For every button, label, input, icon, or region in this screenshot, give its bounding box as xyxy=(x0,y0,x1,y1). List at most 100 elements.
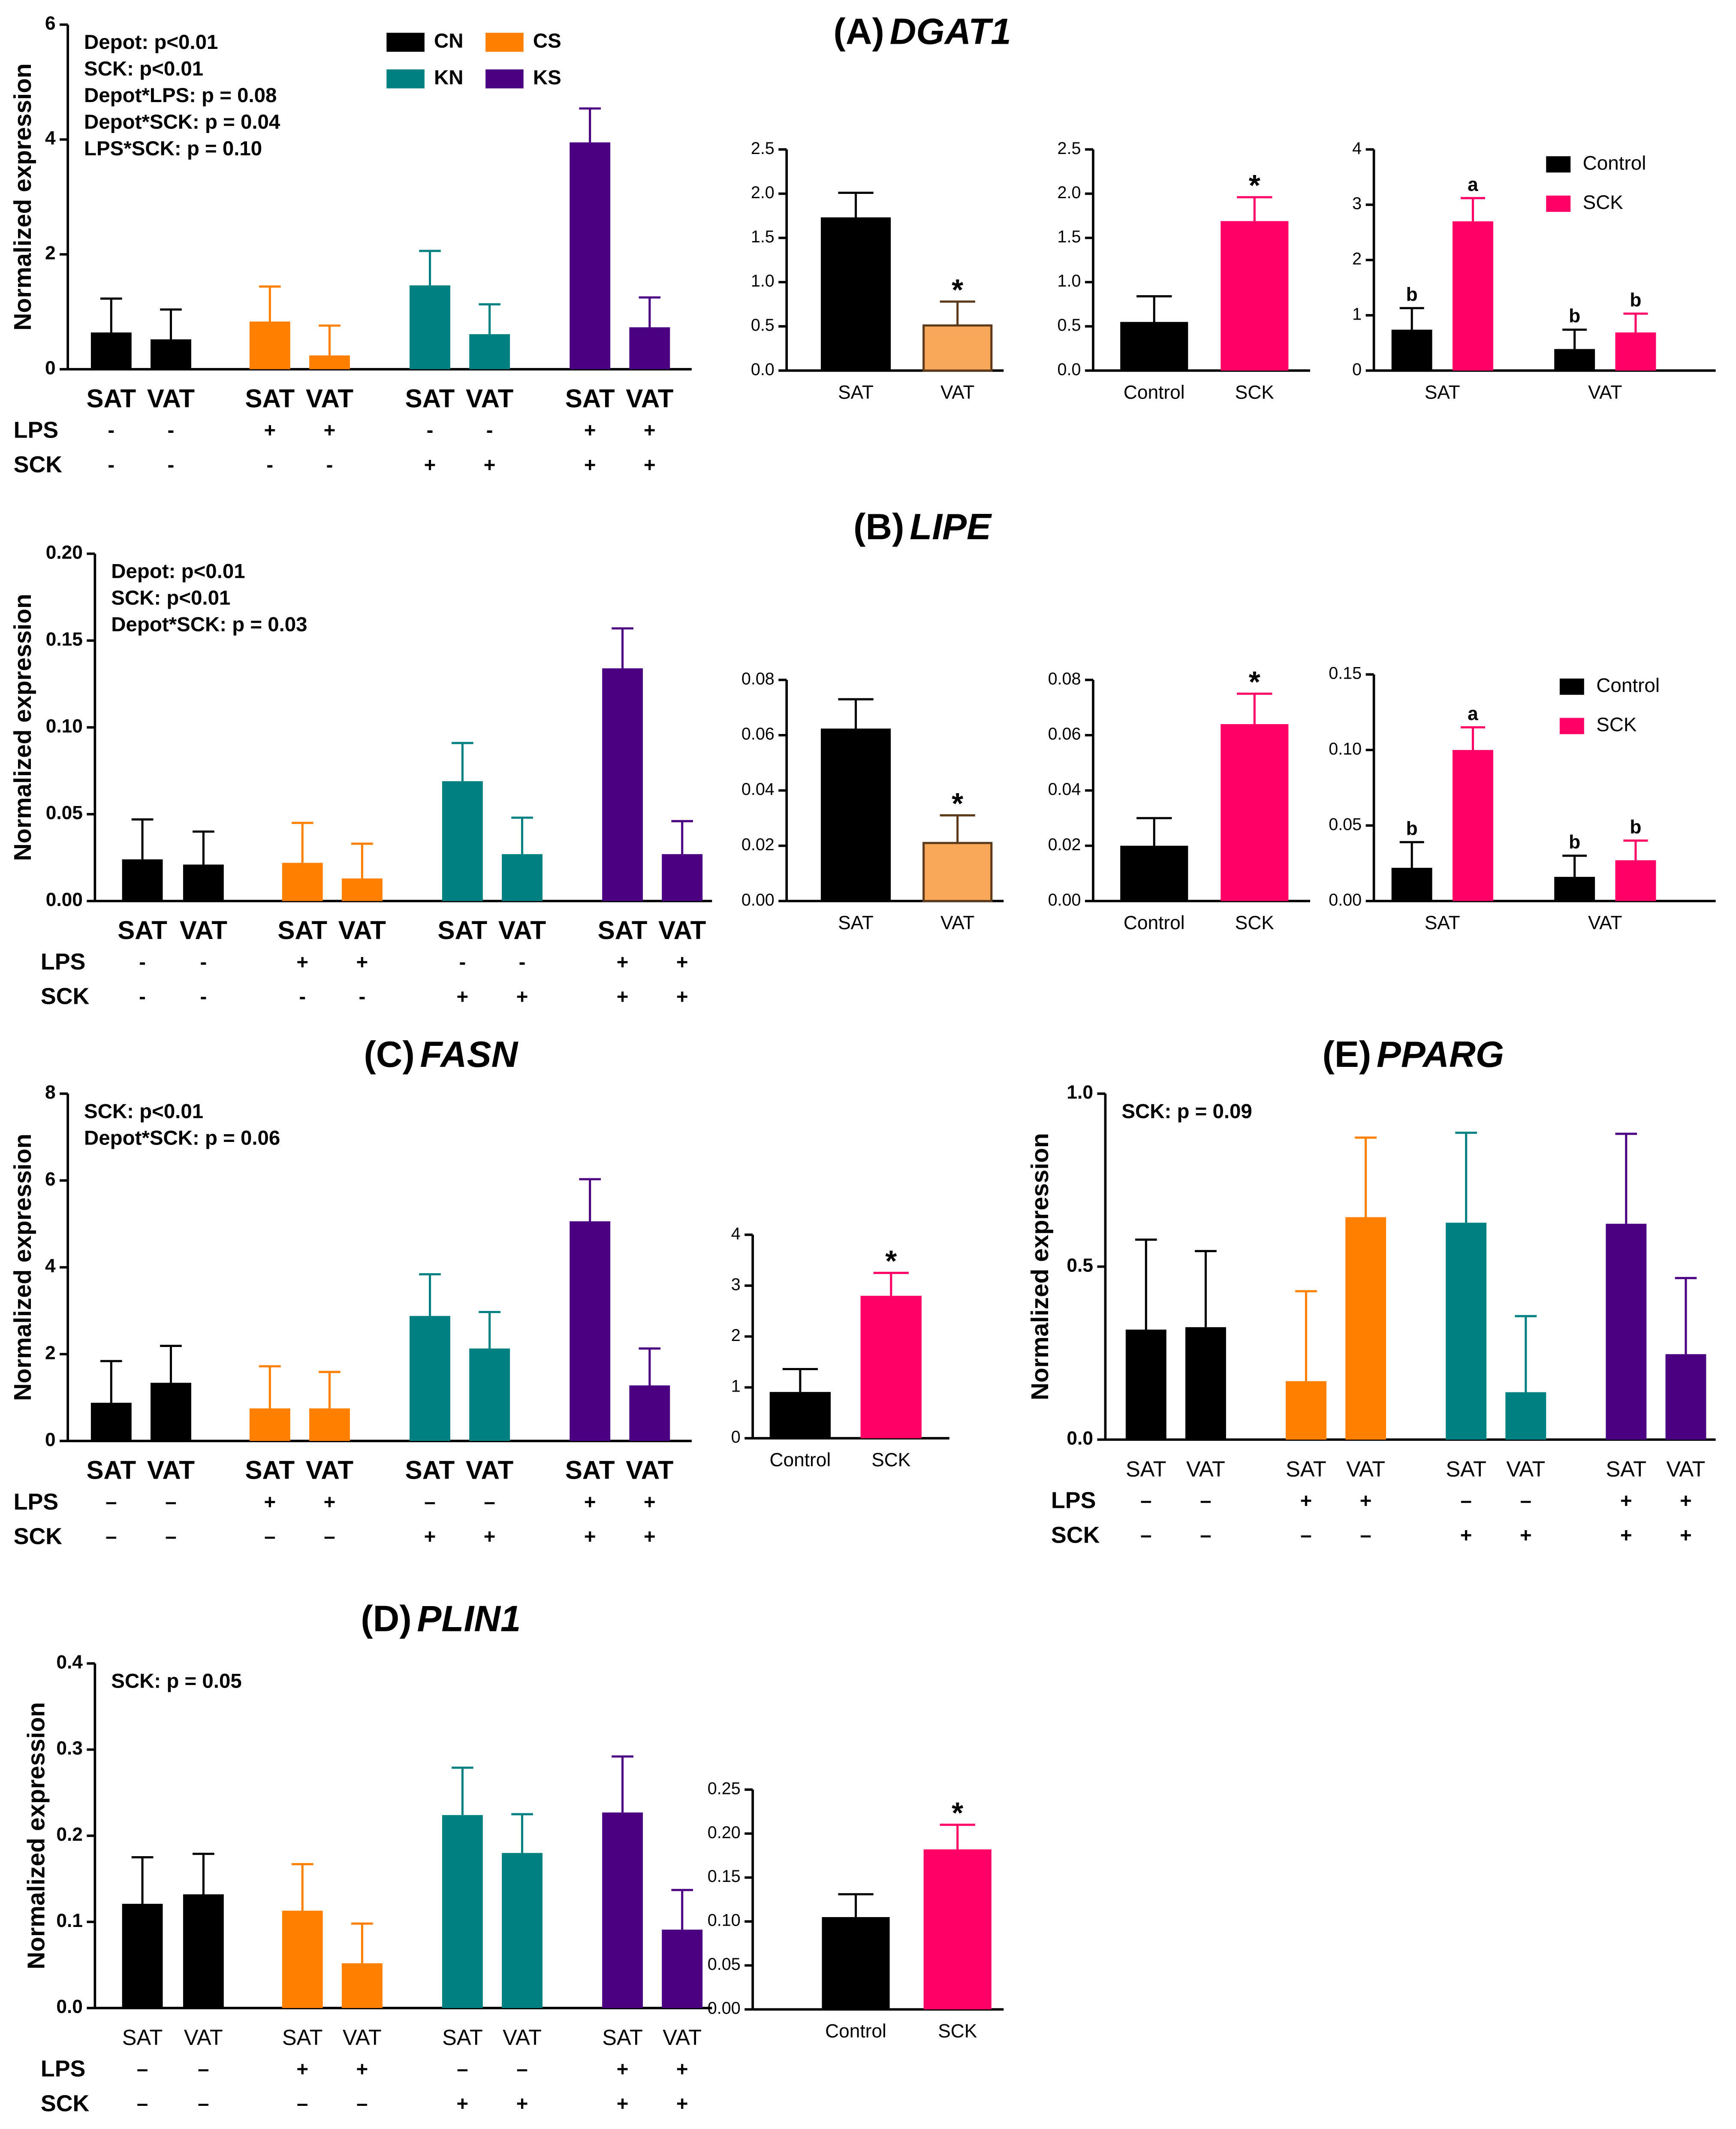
error-bar xyxy=(1461,726,1485,750)
bar xyxy=(602,1812,643,2008)
error-bar xyxy=(1136,817,1172,846)
row-value: – xyxy=(264,1525,275,1548)
x-tick-label: VAT xyxy=(466,384,514,413)
x-tick-label: VAT xyxy=(180,916,228,945)
gene-name: PLIN1 xyxy=(417,1598,521,1639)
y-tick-label: 0.00 xyxy=(1048,891,1081,909)
bar xyxy=(122,859,163,901)
x-tick-label: VAT xyxy=(338,916,386,945)
y-axis-label: Normalized expression xyxy=(9,1134,36,1401)
error-bar xyxy=(291,821,313,863)
row-value: + xyxy=(644,1491,656,1513)
bar xyxy=(469,334,510,369)
bar xyxy=(1125,1329,1166,1440)
error-bar xyxy=(782,1368,818,1392)
y-tick-label: 0.05 xyxy=(46,803,83,824)
row-value: – xyxy=(1140,1524,1151,1547)
x-tick-label: SAT xyxy=(245,384,295,413)
row-value: + xyxy=(1620,1524,1632,1547)
annotation: SCK: p = 0.05 xyxy=(111,1670,241,1693)
x-tick-label: VAT xyxy=(663,2025,702,2050)
bar xyxy=(151,1383,191,1441)
error-bar xyxy=(193,1853,214,1894)
bar xyxy=(341,1963,383,2008)
row-value: – xyxy=(324,1525,335,1548)
error-bar xyxy=(1675,1277,1697,1354)
x-tick-label: SAT xyxy=(118,916,167,945)
x-tick-label: VAT xyxy=(940,382,975,403)
row-label: SCK xyxy=(41,2090,90,2116)
row-value: + xyxy=(617,2093,629,2115)
bar xyxy=(410,1316,450,1441)
x-tick-label: VAT xyxy=(1588,912,1622,933)
row-value: – xyxy=(297,2093,308,2115)
bar xyxy=(502,1853,542,2008)
x-tick-label: VAT xyxy=(147,1456,195,1485)
significance-mark: * xyxy=(885,1244,897,1278)
bar xyxy=(629,327,670,369)
bar xyxy=(602,668,643,901)
x-tick-label: SAT xyxy=(838,912,874,933)
error-bar xyxy=(671,1889,693,1930)
x-tick-label: VAT xyxy=(306,384,354,413)
error-bar xyxy=(511,816,533,855)
error-bar xyxy=(1455,1132,1477,1223)
y-tick-label: 0.00 xyxy=(708,1999,741,2018)
y-tick-label: 1.0 xyxy=(1058,272,1081,290)
row-value: + xyxy=(584,1525,596,1548)
x-tick-label: SAT xyxy=(282,2025,323,2050)
error-bar xyxy=(452,742,473,782)
y-tick-label: 2.0 xyxy=(1058,183,1081,202)
error-bar xyxy=(1399,841,1424,868)
y-tick-label: 0.0 xyxy=(751,360,775,379)
row-label: SCK xyxy=(14,1523,63,1549)
bar xyxy=(1606,1223,1647,1440)
x-tick-label: SAT xyxy=(277,916,327,945)
bar xyxy=(410,285,450,369)
group-letter: b xyxy=(1630,290,1641,311)
row-value: – xyxy=(1460,1489,1471,1512)
error-bar xyxy=(511,1813,533,1853)
y-tick-label: 0.10 xyxy=(46,716,83,737)
row-value: + xyxy=(296,2058,308,2081)
legend-swatch xyxy=(485,69,524,89)
row-value: – xyxy=(1200,1489,1211,1512)
row-value: + xyxy=(617,951,629,973)
row-value: + xyxy=(584,419,596,442)
x-tick-label: VAT xyxy=(1186,1457,1225,1481)
bar xyxy=(822,1917,890,2010)
row-value: - xyxy=(139,951,146,973)
y-axis-label: Normalized expression xyxy=(9,63,36,331)
row-value: + xyxy=(584,453,596,476)
bar xyxy=(629,1385,670,1441)
y-tick-label: 3 xyxy=(731,1275,741,1294)
y-tick-label: 8 xyxy=(45,1082,56,1103)
x-tick-label: VAT xyxy=(1667,1457,1706,1481)
significance-mark: * xyxy=(952,787,963,820)
y-tick-label: 6 xyxy=(45,13,56,34)
row-value: - xyxy=(108,453,115,476)
annotation: SCK: p<0.01 xyxy=(84,1100,203,1123)
x-tick-label: SCK xyxy=(1235,382,1274,403)
error-bar xyxy=(1515,1315,1537,1392)
error-bar xyxy=(1237,196,1272,221)
y-tick-label: 0.0 xyxy=(1058,360,1081,379)
row-value: – xyxy=(165,1525,176,1548)
x-tick-label: SAT xyxy=(1606,1457,1647,1481)
annotation: Depot: p<0.01 xyxy=(84,31,218,54)
x-tick-label: SAT xyxy=(438,916,488,945)
x-tick-label: VAT xyxy=(940,912,975,933)
y-tick-label: 2 xyxy=(45,1342,56,1363)
row-value: - xyxy=(168,453,175,476)
error-bar xyxy=(579,1178,601,1222)
gene-name: LIPE xyxy=(910,506,992,547)
row-value: + xyxy=(644,453,656,476)
row-value: – xyxy=(1200,1524,1211,1547)
y-axis-label: Normalized expression xyxy=(1026,1133,1054,1400)
error-bar xyxy=(579,107,601,142)
y-tick-label: 2.0 xyxy=(751,183,775,202)
legend-label: KN xyxy=(434,66,464,89)
bar xyxy=(502,854,542,901)
row-value: - xyxy=(326,453,333,476)
group-letter: b xyxy=(1630,817,1641,838)
